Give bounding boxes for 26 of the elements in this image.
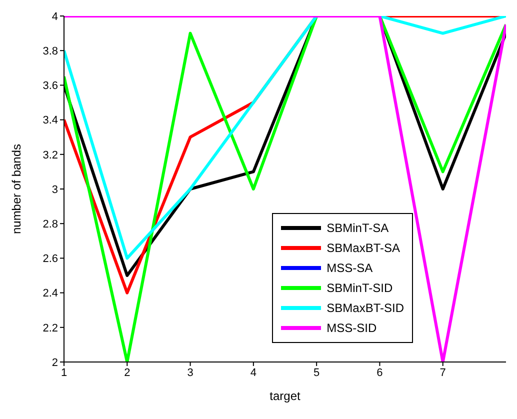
x-tick-label: 2 xyxy=(124,366,130,379)
legend-label: MSS-SID xyxy=(326,321,377,335)
x-tick-label: 7 xyxy=(440,366,446,379)
y-tick-label: 3.6 xyxy=(42,80,58,92)
legend-label: SBMinT-SA xyxy=(326,221,389,235)
y-tick-label: 4 xyxy=(52,10,58,23)
y-tick-label: 3 xyxy=(52,184,58,196)
x-tick-label: 6 xyxy=(376,366,383,379)
legend-label: MSS-SA xyxy=(326,261,373,275)
y-tick-label: 2.6 xyxy=(42,253,58,266)
y-tick-label: 2 xyxy=(52,356,58,369)
x-tick-label: 4 xyxy=(250,366,256,379)
y-tick-label: 3.8 xyxy=(42,46,58,58)
x-axis-title: target xyxy=(270,389,302,403)
y-tick-label: 2.8 xyxy=(42,218,58,231)
x-tick-label: 3 xyxy=(187,366,194,379)
y-axis-title: number of bands xyxy=(9,144,24,234)
y-tick-label: 2.2 xyxy=(42,322,58,334)
y-tick-label: 3.4 xyxy=(42,114,58,127)
x-tick-label: 5 xyxy=(314,366,320,379)
x-tick-label: 1 xyxy=(60,366,68,379)
legend-label: SBMaxBT-SA xyxy=(326,241,400,255)
y-tick-label: 3.2 xyxy=(42,149,58,162)
legend-label: SBMaxBT-SID xyxy=(326,301,404,315)
y-tick-label: 2.4 xyxy=(42,288,58,300)
legend-label: SBMinT-SID xyxy=(326,281,393,295)
